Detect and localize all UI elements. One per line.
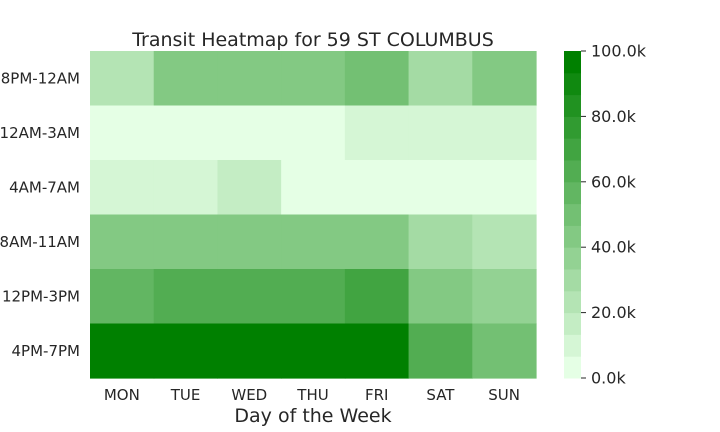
- x-tick-label: SAT: [426, 386, 455, 404]
- heatmap-cell: [344, 323, 410, 379]
- heatmap-cells: [90, 51, 537, 379]
- heatmap-cell: [472, 51, 537, 107]
- heatmap-cell: [90, 105, 155, 161]
- colorbar-segment: [564, 334, 581, 357]
- colorbar-segment: [564, 356, 581, 379]
- heatmap-cell: [408, 269, 473, 325]
- colorbar-segment: [564, 138, 581, 161]
- x-tick-label: THU: [296, 386, 328, 404]
- heatmap-cell: [217, 51, 282, 107]
- colorbar-tick-label: 20.0k: [591, 303, 637, 322]
- heatmap-cell: [90, 269, 155, 325]
- heatmap-cell: [472, 269, 537, 325]
- heatmap-cell: [472, 105, 537, 161]
- heatmap-cell: [472, 323, 537, 379]
- heatmap-cell: [217, 214, 282, 270]
- x-tick-label: WED: [231, 386, 267, 404]
- y-tick-label: 4AM-7AM: [9, 178, 80, 196]
- colorbar-segment: [564, 203, 581, 226]
- y-tick-label: 8PM-12AM: [1, 69, 80, 87]
- heatmap-cell: [90, 160, 155, 216]
- x-axis-label: Day of the Week: [234, 405, 391, 427]
- colorbar-tick-label: 60.0k: [591, 172, 637, 191]
- colorbar-tick-label: 100.0k: [591, 42, 647, 61]
- colorbar: [564, 51, 581, 379]
- chart-title: Transit Heatmap for 59 ST COLUMBUS: [131, 29, 494, 51]
- heatmap-cell: [344, 269, 410, 325]
- colorbar-segment: [564, 51, 581, 74]
- heatmap-cell: [153, 269, 219, 325]
- y-tick-label: 12PM-3PM: [2, 287, 80, 305]
- heatmap-cell: [408, 160, 473, 216]
- heatmap-cell: [281, 51, 346, 107]
- y-tick-label: 4PM-7PM: [12, 342, 80, 360]
- y-tick-label: 12AM-3AM: [0, 124, 80, 142]
- colorbar-segment: [564, 72, 581, 96]
- heatmap-cell: [217, 269, 282, 325]
- heatmap-cell: [90, 214, 155, 270]
- heatmap-cell: [472, 214, 537, 270]
- colorbar-segment: [564, 312, 581, 335]
- colorbar-segment: [564, 116, 581, 139]
- heatmap-cell: [281, 160, 346, 216]
- colorbar-segment: [564, 225, 581, 248]
- heatmap-cell: [472, 160, 537, 216]
- heatmap-cell: [217, 160, 282, 216]
- colorbar-tick-label: 40.0k: [591, 238, 637, 257]
- heatmap-cell: [344, 214, 410, 270]
- x-tick-label: MON: [104, 386, 140, 404]
- colorbar-tick-label: 0.0k: [591, 369, 626, 388]
- heatmap-cell: [408, 214, 473, 270]
- x-tick-label: SUN: [488, 386, 520, 404]
- heatmap-cell: [281, 323, 346, 379]
- heatmap-cell: [153, 105, 219, 161]
- heatmap-cell: [153, 323, 219, 379]
- heatmap-cell: [408, 323, 473, 379]
- heatmap-cell: [281, 214, 346, 270]
- heatmap-cell: [217, 105, 282, 161]
- heatmap-cell: [90, 51, 155, 107]
- y-tick-label: 8AM-11AM: [0, 233, 80, 251]
- heatmap-cell: [281, 105, 346, 161]
- colorbar-tick-label: 80.0k: [591, 107, 637, 126]
- colorbar-segment: [564, 290, 581, 314]
- x-tick-label: TUE: [170, 386, 201, 404]
- colorbar-segment: [564, 181, 581, 205]
- colorbar-segment: [564, 94, 581, 117]
- heatmap-cell: [344, 160, 410, 216]
- x-tick-labels: MON TUE WED THU FRI SAT SUN: [104, 386, 520, 404]
- heatmap-cell: [408, 105, 473, 161]
- heatmap-cell: [153, 214, 219, 270]
- heatmap-cell: [408, 51, 473, 107]
- colorbar-segment: [564, 160, 581, 183]
- heatmap-cell: [90, 323, 155, 379]
- heatmap-cell: [217, 323, 282, 379]
- heatmap-cell: [153, 160, 219, 216]
- x-tick-label: FRI: [365, 386, 388, 404]
- heatmap-cell: [344, 51, 410, 107]
- heatmap-cell: [344, 105, 410, 161]
- colorbar-segment: [564, 247, 581, 270]
- heatmap-cell: [153, 51, 219, 107]
- colorbar-tick-labels: 0.0k 20.0k 40.0k 60.0k 80.0k 100.0k: [581, 42, 647, 388]
- y-tick-labels: 8PM-12AM 12AM-3AM 4AM-7AM 8AM-11AM 12PM-3PM 4…: [0, 69, 80, 360]
- colorbar-segment: [564, 269, 581, 292]
- heatmap-cell: [281, 269, 346, 325]
